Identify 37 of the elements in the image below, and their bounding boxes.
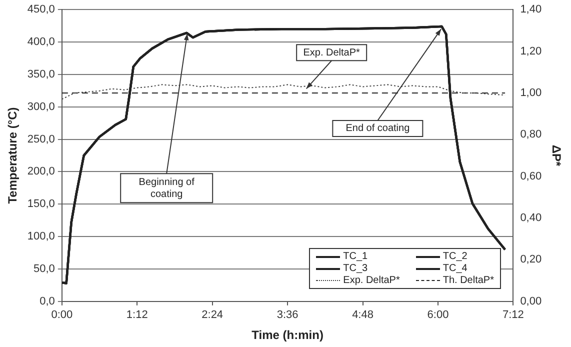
y2-tick-label: 0,40 xyxy=(520,212,542,224)
annotation: Exp. DeltaP* xyxy=(303,47,360,58)
y2-tick-label: 0,00 xyxy=(520,295,542,308)
legend-label: TC_4 xyxy=(442,263,468,274)
legend-label: Th. DeltaP* xyxy=(442,275,494,286)
y-tick-label: 50,0 xyxy=(34,263,55,276)
y-tick-label: 200,0 xyxy=(27,166,55,178)
x-tick-label: 1:12 xyxy=(126,309,148,322)
legend-label: Exp. DeltaP* xyxy=(343,275,400,286)
y-tick-label: 150,0 xyxy=(27,198,55,210)
x-tick-label: 0:00 xyxy=(51,309,73,322)
y2-tick-label: 1,20 xyxy=(520,45,542,58)
x-tick-label: 4:48 xyxy=(352,309,374,322)
legend-label: TC_2 xyxy=(442,251,468,262)
legend-label: TC_1 xyxy=(343,251,368,262)
y-tick-label: 0,0 xyxy=(40,295,55,308)
y2-tick-label: 0,80 xyxy=(520,128,542,141)
y2-tick-label: 0,60 xyxy=(520,170,542,182)
x-axis-title: Time (h:min) xyxy=(252,328,324,342)
annotation: Beginning of coating xyxy=(138,176,195,200)
x-tick-label: 2:24 xyxy=(202,309,224,322)
y2-axis-title: ΔP* xyxy=(549,144,564,166)
y2-tick-label: 0,20 xyxy=(520,254,542,266)
y2-tick-label: 1,00 xyxy=(520,87,542,100)
annotation: End of coating xyxy=(346,123,410,134)
legend-label: TC_3 xyxy=(343,263,368,274)
x-tick-label: 6:00 xyxy=(427,309,449,322)
y-tick-label: 450,0 xyxy=(27,4,55,16)
y2-tick-label: 1,40 xyxy=(520,4,542,16)
y-tick-label: 250,0 xyxy=(27,133,55,146)
y-tick-label: 400,0 xyxy=(27,36,55,48)
y-tick-label: 100,0 xyxy=(27,230,55,243)
y-axis-title: Temperature (°C) xyxy=(6,107,20,204)
y-tick-label: 350,0 xyxy=(27,68,55,80)
x-tick-label: 7:12 xyxy=(502,309,524,322)
y-tick-label: 300,0 xyxy=(27,100,55,113)
x-tick-label: 3:36 xyxy=(276,309,298,322)
